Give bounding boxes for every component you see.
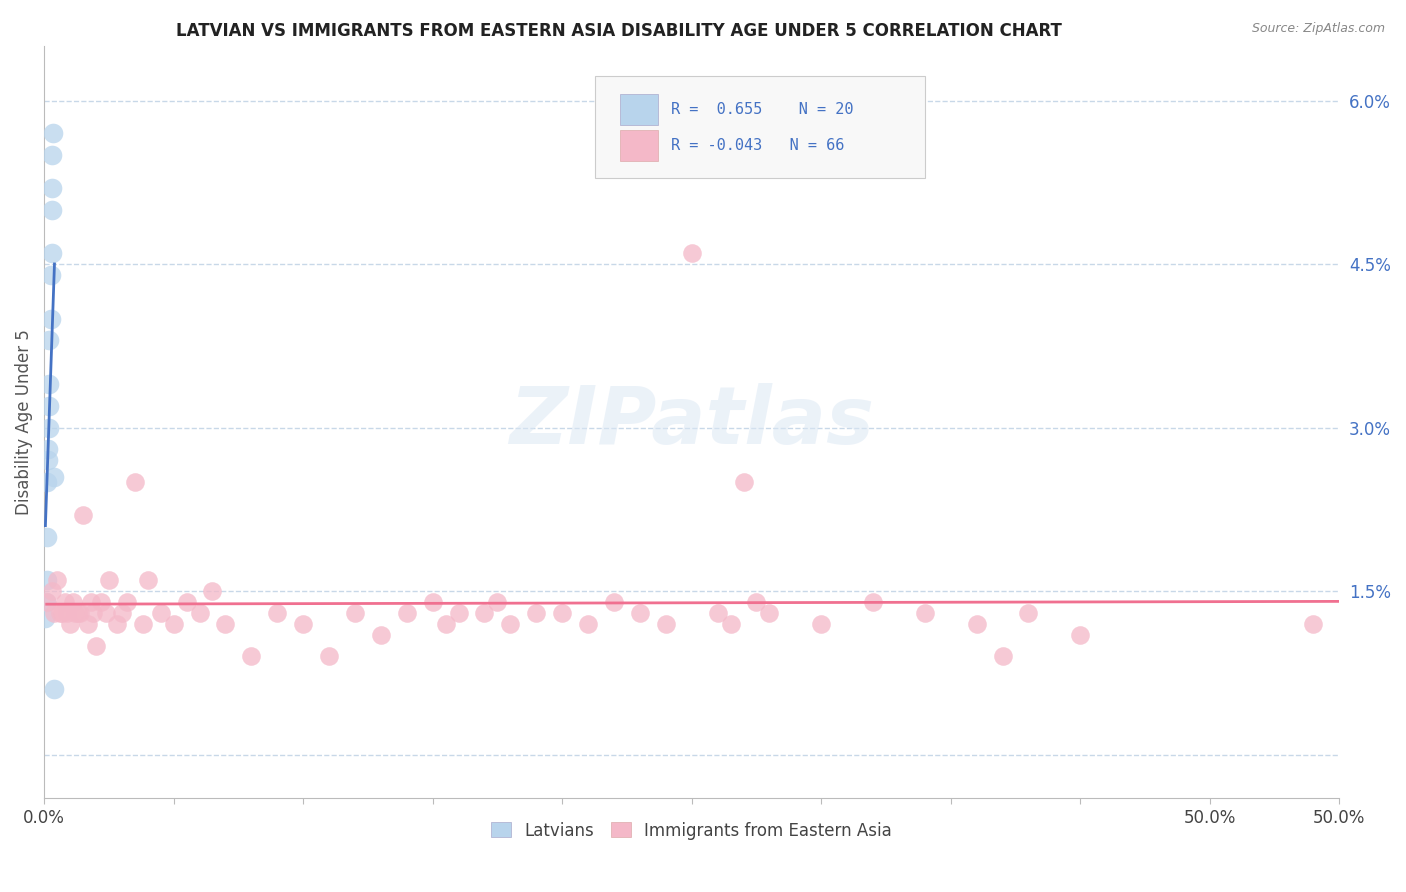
Point [84,639,107,653]
Point [576,616,599,631]
Point [42,127,65,141]
Point [35,595,58,609]
Point [37,442,59,457]
Point [188,606,211,620]
Point [162,616,184,631]
Y-axis label: Disability Age Under 5: Disability Age Under 5 [15,329,32,515]
Point [343,606,366,620]
Point [486,595,509,609]
Point [745,595,768,609]
Point [318,649,340,664]
Point [124,475,146,489]
Point [53,595,76,609]
Point [292,616,315,631]
Point [474,606,496,620]
Point [628,606,651,620]
Point [44,469,66,483]
Point [176,595,198,609]
Point [82,606,104,620]
Point [66,606,89,620]
Point [59,616,82,631]
Point [63,606,86,620]
Point [97,573,120,587]
Text: Source: ZipAtlas.com: Source: ZipAtlas.com [1251,22,1385,36]
Point [214,616,236,631]
Text: R = -0.043   N = 66: R = -0.043 N = 66 [671,138,845,153]
Point [914,606,936,620]
Point [266,606,288,620]
Point [41,181,63,195]
Point [80,595,103,609]
Point [72,508,94,522]
Text: LATVIAN VS IMMIGRANTS FROM EASTERN ASIA DISABILITY AGE UNDER 5 CORRELATION CHART: LATVIAN VS IMMIGRANTS FROM EASTERN ASIA … [176,22,1062,40]
Point [38,399,60,413]
Point [96,606,118,620]
Point [499,616,522,631]
Point [240,649,263,664]
Point [77,616,100,631]
Point [51,606,73,620]
Point [201,584,224,599]
Point [41,202,63,217]
Point [370,628,392,642]
Point [136,573,159,587]
Text: ZIPatlas: ZIPatlas [509,384,875,461]
Point [149,606,172,620]
Point [41,584,63,599]
Point [41,148,63,162]
Point [62,595,84,609]
Point [39,268,62,282]
Point [39,311,62,326]
Point [395,606,418,620]
Point [44,682,66,697]
Point [48,606,70,620]
Point [655,616,678,631]
Point [1302,616,1324,631]
Point [810,616,832,631]
Point [35,595,58,609]
Point [34,611,56,625]
Point [38,420,60,434]
Text: R =  0.655    N = 20: R = 0.655 N = 20 [671,102,853,117]
Point [131,616,153,631]
Point [38,377,60,392]
Point [524,606,547,620]
Point [46,573,69,587]
Point [90,595,112,609]
Point [115,595,138,609]
Point [1069,628,1091,642]
Point [35,573,58,587]
Legend: Latvians, Immigrants from Eastern Asia: Latvians, Immigrants from Eastern Asia [485,815,898,847]
Point [447,606,470,620]
Point [41,246,63,260]
Point [35,475,58,489]
Point [991,649,1014,664]
Point [603,595,626,609]
Point [37,453,59,467]
Point [56,606,79,620]
Point [422,595,444,609]
Point [38,334,60,348]
FancyBboxPatch shape [595,77,925,178]
Point [706,606,728,620]
Point [69,606,91,620]
FancyBboxPatch shape [620,94,658,125]
Point [1017,606,1039,620]
Point [434,616,457,631]
Point [758,606,780,620]
FancyBboxPatch shape [620,129,658,161]
Point [111,606,134,620]
Point [720,616,742,631]
Point [681,246,703,260]
Point [105,616,128,631]
Point [966,616,988,631]
Point [862,595,884,609]
Point [44,606,66,620]
Point [551,606,574,620]
Point [35,530,58,544]
Point [733,475,755,489]
